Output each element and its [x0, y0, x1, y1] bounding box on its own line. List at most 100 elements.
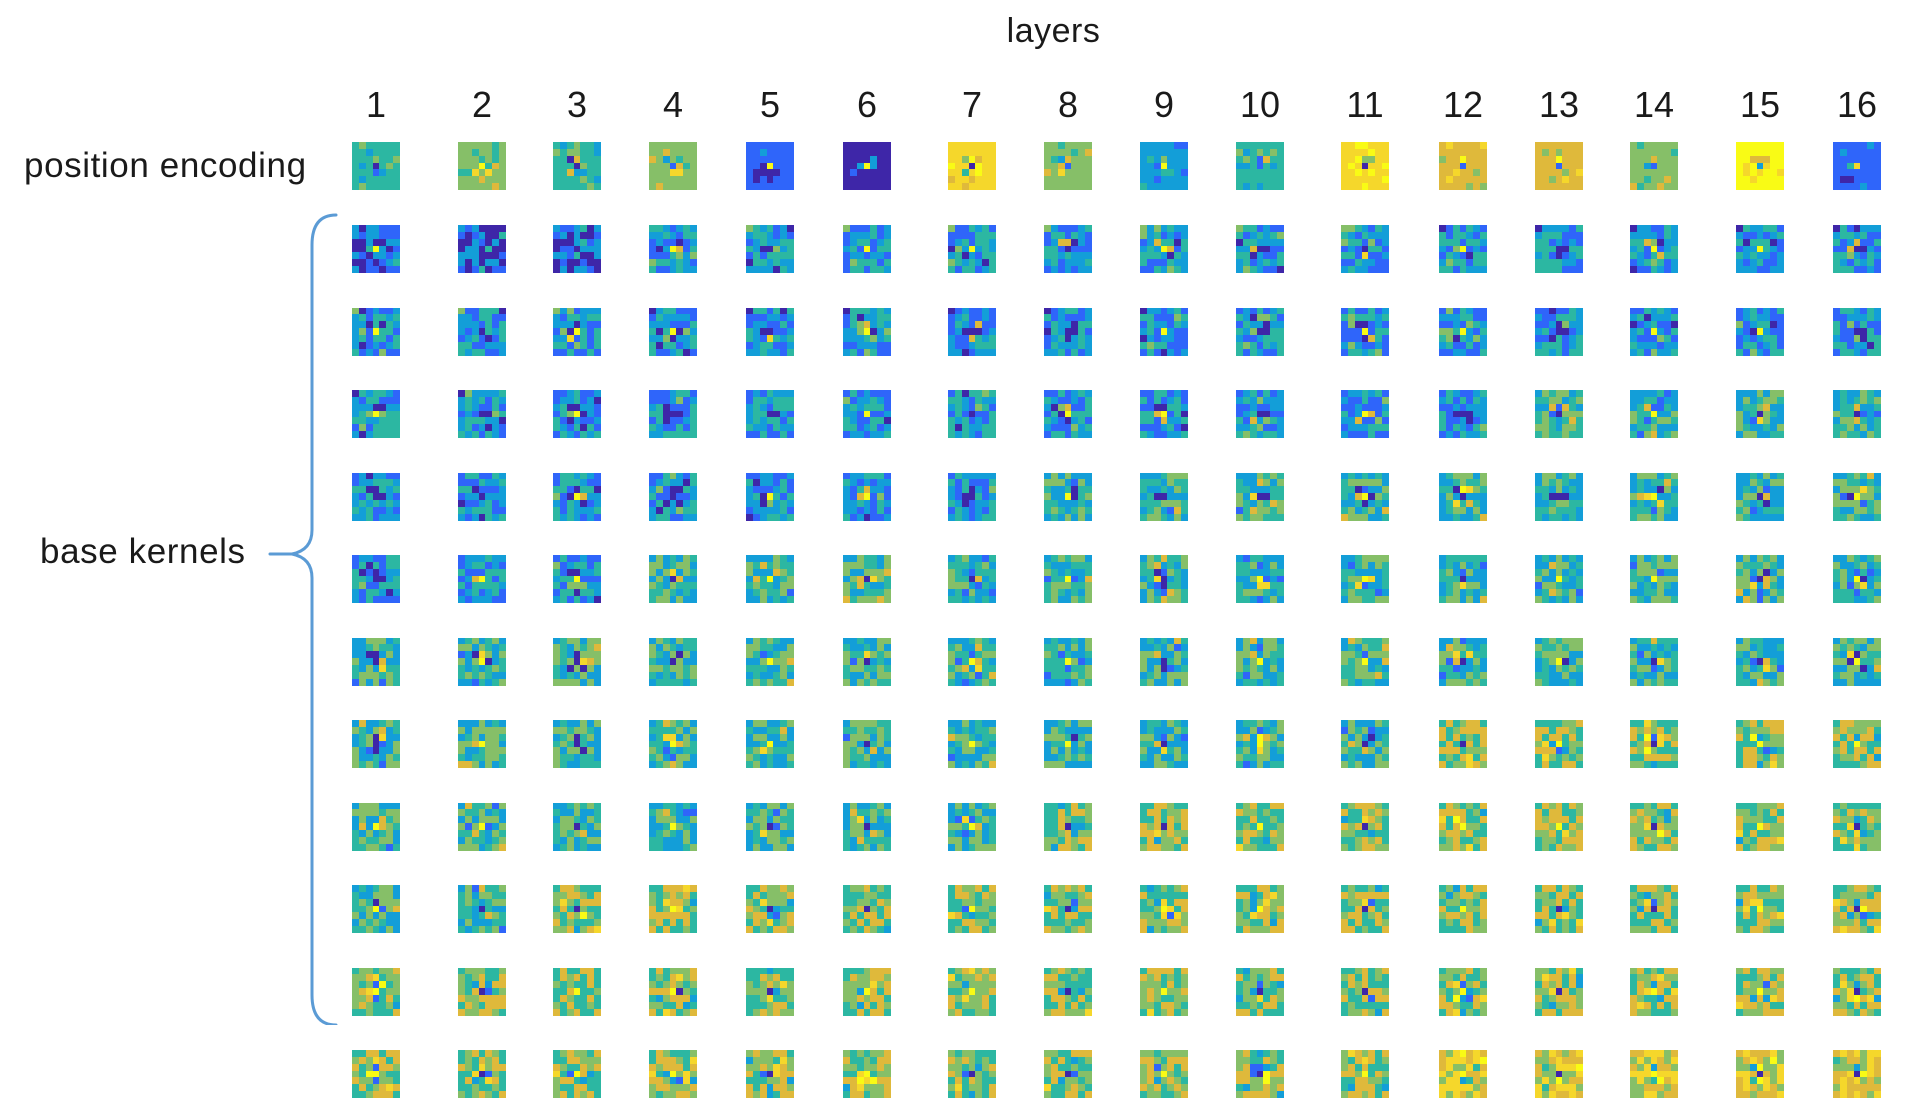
base-kernel-r6-c4	[649, 637, 697, 686]
base-kernel-r10-c16	[1833, 967, 1881, 1016]
position-kernel-9	[1140, 142, 1188, 190]
base-kernel-r2-c10	[1236, 307, 1284, 356]
base-kernel-r10-c1	[352, 967, 400, 1016]
base-kernel-r6-c15	[1736, 637, 1784, 686]
base-kernel-r2-c2	[458, 307, 506, 356]
base-kernel-r9-c12	[1439, 885, 1487, 933]
layer-label-6: 6	[856, 84, 878, 125]
base-kernel-r2-c9	[1140, 307, 1188, 356]
base-kernel-r11-c16	[1833, 1050, 1881, 1098]
base-kernel-r10-c6	[843, 967, 891, 1016]
layer-label-3: 3	[566, 84, 588, 125]
base-kernel-r5-c12	[1439, 555, 1487, 603]
base-kernel-r5-c13	[1535, 555, 1583, 603]
base-kernel-r7-c3	[553, 720, 601, 768]
base-kernel-r3-c15	[1736, 390, 1784, 438]
position-kernel-1	[352, 142, 400, 190]
base-kernel-r3-c16	[1833, 390, 1881, 438]
base-kernel-r10-c13	[1535, 967, 1583, 1016]
position-kernel-13	[1535, 142, 1583, 190]
base-kernel-r4-c9	[1140, 472, 1188, 521]
base-kernel-r7-c6	[843, 720, 891, 768]
position-kernel-15	[1736, 142, 1784, 190]
base-kernel-r4-c16	[1833, 472, 1881, 521]
base-kernel-r10-c3	[553, 967, 601, 1016]
base-kernel-r3-c1	[352, 390, 400, 438]
base-kernel-r4-c1	[352, 472, 400, 521]
base-kernel-r1-c7	[948, 225, 996, 273]
base-kernel-r8-c2	[458, 802, 506, 851]
base-kernel-r10-c9	[1140, 967, 1188, 1016]
base-kernel-r8-c7	[948, 802, 996, 851]
base-kernel-r5-c8	[1044, 555, 1092, 603]
position-kernel-11	[1341, 142, 1389, 190]
position-kernel-7	[948, 142, 996, 190]
base-kernel-r7-c16	[1833, 720, 1881, 768]
base-kernel-r11-c11	[1341, 1050, 1389, 1098]
base-kernel-r6-c16	[1833, 637, 1881, 686]
base-kernel-r5-c11	[1341, 555, 1389, 603]
base-kernel-r7-c8	[1044, 720, 1092, 768]
base-kernel-r9-c13	[1535, 885, 1583, 933]
position-kernel-3	[553, 142, 601, 190]
base-kernel-r7-c7	[948, 720, 996, 768]
layer-label-8: 8	[1057, 84, 1079, 125]
base-kernel-r11-c5	[746, 1050, 794, 1098]
base-kernel-r3-c3	[553, 390, 601, 438]
base-kernel-r11-c2	[458, 1050, 506, 1098]
base-kernel-r11-c8	[1044, 1050, 1092, 1098]
base-kernel-r10-c15	[1736, 967, 1784, 1016]
base-kernel-r8-c4	[649, 802, 697, 851]
base-kernel-r1-c13	[1535, 225, 1583, 273]
base-kernel-r7-c1	[352, 720, 400, 768]
base-kernel-r8-c10	[1236, 802, 1284, 851]
base-kernel-r8-c11	[1341, 802, 1389, 851]
base-kernel-r9-c7	[948, 885, 996, 933]
base-kernel-r4-c14	[1630, 472, 1678, 521]
layer-label-9: 9	[1153, 84, 1175, 125]
base-kernel-r3-c13	[1535, 390, 1583, 438]
base-kernels-label: base kernels	[40, 532, 246, 571]
base-kernel-r8-c1	[352, 802, 400, 851]
base-kernel-r10-c7	[948, 967, 996, 1016]
base-kernel-r1-c4	[649, 225, 697, 273]
base-kernel-r9-c8	[1044, 885, 1092, 933]
base-kernel-r9-c1	[352, 885, 400, 933]
base-kernel-r5-c9	[1140, 555, 1188, 603]
base-kernel-r2-c13	[1535, 307, 1583, 356]
base-kernel-r3-c11	[1341, 390, 1389, 438]
base-kernel-r6-c6	[843, 637, 891, 686]
base-kernel-r9-c6	[843, 885, 891, 933]
base-kernel-r2-c5	[746, 307, 794, 356]
base-kernel-r2-c11	[1341, 307, 1389, 356]
base-kernel-r1-c3	[553, 225, 601, 273]
base-kernel-r8-c3	[553, 802, 601, 851]
base-kernel-r3-c9	[1140, 390, 1188, 438]
base-kernel-r11-c1	[352, 1050, 400, 1098]
base-kernel-r1-c11	[1341, 225, 1389, 273]
base-kernel-r4-c6	[843, 472, 891, 521]
base-kernel-r6-c3	[553, 637, 601, 686]
base-kernel-r6-c8	[1044, 637, 1092, 686]
base-kernel-r5-c5	[746, 555, 794, 603]
base-kernel-r5-c10	[1236, 555, 1284, 603]
base-kernel-r1-c5	[746, 225, 794, 273]
base-kernel-r3-c12	[1439, 390, 1487, 438]
base-kernel-r4-c10	[1236, 472, 1284, 521]
base-kernel-r2-c12	[1439, 307, 1487, 356]
base-kernel-r7-c5	[746, 720, 794, 768]
position-kernel-16	[1833, 142, 1881, 190]
base-kernel-r2-c8	[1044, 307, 1092, 356]
base-kernel-r6-c10	[1236, 637, 1284, 686]
base-kernel-r4-c3	[553, 472, 601, 521]
position-kernel-2	[458, 142, 506, 190]
position-kernel-12	[1439, 142, 1487, 190]
base-kernel-r11-c9	[1140, 1050, 1188, 1098]
base-kernel-r5-c1	[352, 555, 400, 603]
base-kernel-r2-c3	[553, 307, 601, 356]
base-kernel-r6-c2	[458, 637, 506, 686]
position-kernel-6	[843, 142, 891, 190]
base-kernel-r1-c8	[1044, 225, 1092, 273]
base-kernel-r3-c2	[458, 390, 506, 438]
base-kernel-r10-c2	[458, 967, 506, 1016]
